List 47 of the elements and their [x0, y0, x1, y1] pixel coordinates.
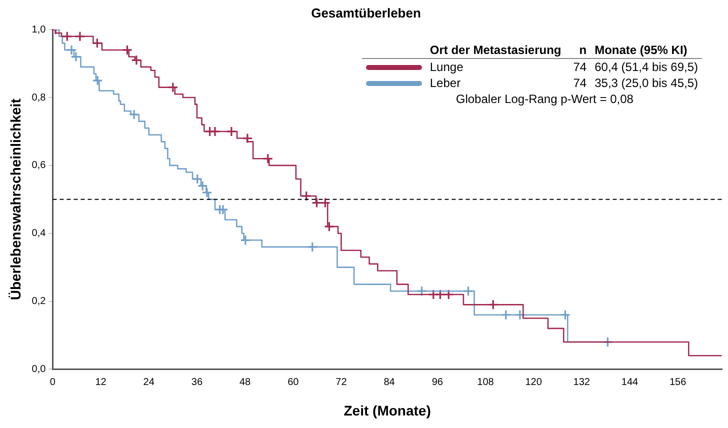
- y-tick-label: 1,0: [32, 24, 46, 36]
- x-tick-label: 132: [573, 376, 590, 388]
- point: [92, 75, 103, 86]
- y-tick-label: 0,6: [32, 160, 46, 172]
- x-tick-label: 60: [288, 376, 300, 388]
- x-tick-label: 0: [50, 376, 56, 388]
- point: [218, 204, 228, 215]
- annotation: Globaler Log-Rang p-Wert = 0,08: [454, 91, 634, 107]
- chart-title: Gesamtüberleben: [311, 5, 421, 20]
- annotation: Monate (95% KI): [594, 42, 688, 58]
- point: [602, 336, 613, 348]
- x-tick-label: 84: [384, 376, 396, 388]
- x-tick-label: 12: [95, 376, 107, 388]
- annotation: 35,3 (25,0 bis 45,5): [594, 75, 699, 91]
- x-tick-label: 156: [669, 376, 687, 388]
- x-tick-label: 96: [432, 376, 444, 388]
- point: [307, 242, 318, 252]
- legend-title: Ort der Metastasierung: [428, 42, 562, 58]
- point: [210, 126, 220, 137]
- annotation: 74: [572, 75, 588, 91]
- point: [122, 44, 133, 56]
- annotation: 60,4 (51,4 bis 69,5): [594, 59, 699, 75]
- y-tick-label: 0,2: [32, 296, 46, 308]
- legend-label: Leber: [428, 75, 462, 91]
- y-tick-label: 0,8: [32, 92, 46, 104]
- y-tick-label: 0,0: [32, 364, 46, 375]
- annotation: 74: [572, 59, 588, 75]
- x-tick-label: 48: [239, 376, 252, 388]
- x-tick-label: 72: [336, 376, 348, 388]
- point: [443, 289, 454, 300]
- y-tick-label: 0,4: [32, 228, 46, 240]
- x-tick-label: 24: [143, 376, 155, 388]
- point: [301, 190, 312, 202]
- y-axis-title: Überlebenswahrscheinlichkeit: [7, 98, 24, 300]
- x-tick-label: 120: [525, 376, 542, 388]
- x-tick-label: 108: [477, 376, 494, 388]
- point: [416, 286, 428, 296]
- point: [462, 286, 474, 296]
- legend-label: Lunge: [428, 59, 464, 75]
- x-axis-title: Zeit (Monate): [344, 402, 431, 418]
- x-tick-label: 144: [621, 376, 639, 388]
- point: [434, 289, 446, 300]
- x-tick-label: 36: [191, 376, 203, 388]
- annotation: n: [578, 42, 588, 58]
- point: [324, 221, 334, 232]
- point: [128, 109, 140, 120]
- point: [226, 126, 237, 137]
